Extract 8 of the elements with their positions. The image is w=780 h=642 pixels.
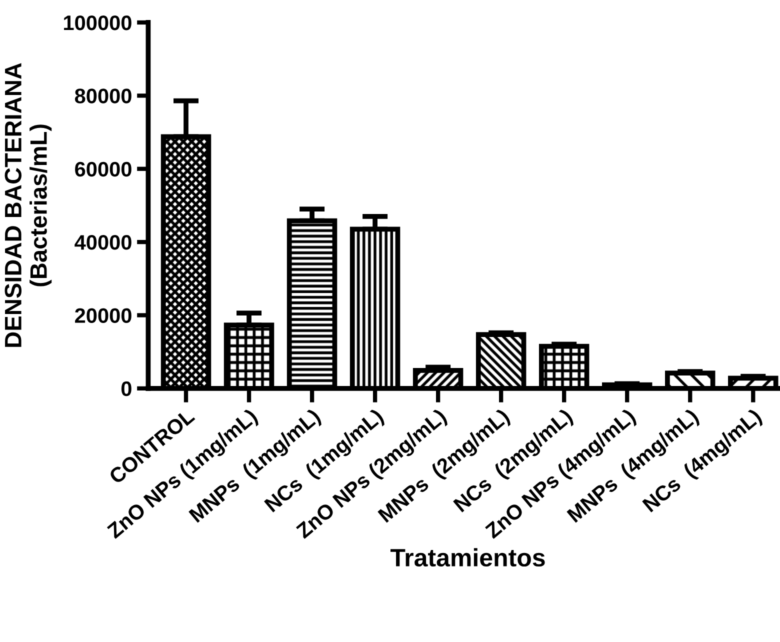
y-tick-label: 0: [121, 381, 132, 396]
y-tick-label: 60000: [75, 162, 132, 177]
y-axis-title: DENSIDAD BACTERIANA (Bacterias/mL): [4, 63, 52, 347]
y-tick-label: 80000: [74, 88, 132, 104]
x-axis-title: Tratamientos: [390, 548, 545, 567]
y-tick-label: 40000: [74, 235, 132, 250]
y-tick-label: 100000: [64, 15, 132, 30]
y-tick-label: 20000: [75, 308, 132, 323]
